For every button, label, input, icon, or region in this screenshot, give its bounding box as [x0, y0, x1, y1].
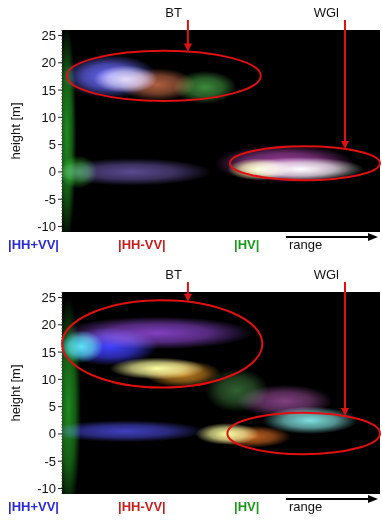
annotation-label: BT [165, 267, 182, 282]
range-arrow [286, 236, 370, 238]
range-arrowhead [368, 233, 378, 241]
annotation-label: WGl [314, 5, 339, 20]
y-tick-label: 0 [49, 426, 56, 441]
annotation-arrow [344, 20, 346, 142]
y-tick-label: -5 [44, 454, 56, 469]
y-axis-line [62, 30, 63, 232]
y-tick-label: 25 [42, 290, 56, 305]
blob [62, 156, 97, 189]
blob [62, 30, 76, 232]
y-tick-label: -10 [37, 219, 56, 234]
y-tick [58, 488, 62, 489]
y-tick-label: 5 [49, 137, 56, 152]
annotation-arrow [187, 282, 189, 295]
annotation-arrowhead [341, 408, 349, 416]
blobs [62, 30, 364, 232]
y-tick [58, 117, 62, 118]
annotation-arrowhead [184, 44, 192, 52]
annotation-arrowhead [341, 141, 349, 149]
legend-entry: |HV| [234, 499, 259, 514]
y-axis-label: height [m] [8, 364, 23, 421]
y-tick-label: 10 [42, 372, 56, 387]
annotation-ellipse [230, 146, 380, 180]
annotation-ellipse [62, 300, 262, 387]
y-tick-label: 15 [42, 83, 56, 98]
y-tick [58, 406, 62, 407]
annotation-arrow [344, 282, 346, 409]
x-axis-label: range [289, 499, 322, 514]
y-tick-label: 15 [42, 345, 56, 360]
y-axis-line [62, 292, 63, 494]
legend-entry: |HV| [234, 237, 259, 252]
y-tick-label: -10 [37, 481, 56, 496]
annotation-arrow [187, 20, 189, 45]
y-tick-label: 10 [42, 110, 56, 125]
y-tick-label: 20 [42, 317, 56, 332]
figure: -10 -5 0 5 10 15 20 25 height [m] BT WGl |HH+VV| |HH… [0, 0, 382, 529]
blobs [62, 297, 358, 494]
y-tick [58, 324, 62, 325]
plot-background [62, 30, 380, 232]
y-tick [58, 226, 62, 227]
annotation-arrowhead [184, 294, 192, 302]
y-tick [58, 352, 62, 353]
range-arrow [286, 498, 370, 500]
range-arrowhead [368, 495, 378, 503]
annotation-label: BT [165, 5, 182, 20]
legend-entry: |HH+VV| [8, 237, 59, 252]
plot-background [62, 292, 380, 494]
y-axis-label: height [m] [8, 102, 23, 159]
y-tick [58, 144, 62, 145]
y-tick [58, 62, 62, 63]
y-tick-label: 25 [42, 28, 56, 43]
y-tick-label: 0 [49, 164, 56, 179]
y-tick [58, 199, 62, 200]
y-tick-label: 20 [42, 55, 56, 70]
blob [62, 420, 205, 442]
x-axis-label: range [289, 237, 322, 252]
annotation-ellipse [67, 51, 261, 101]
y-tick [58, 171, 62, 172]
y-tick [58, 461, 62, 462]
y-tick-label: -5 [44, 192, 56, 207]
y-tick [58, 379, 62, 380]
y-tick [58, 433, 62, 434]
y-tick [58, 90, 62, 91]
annotation-ellipse [227, 413, 380, 454]
legend-entry: |HH-VV| [118, 237, 166, 252]
legend-entry: |HH-VV| [118, 499, 166, 514]
legend-entry: |HH+VV| [8, 499, 59, 514]
y-tick [58, 35, 62, 36]
y-tick-label: 5 [49, 399, 56, 414]
y-tick [58, 297, 62, 298]
annotation-label: WGl [314, 267, 339, 282]
